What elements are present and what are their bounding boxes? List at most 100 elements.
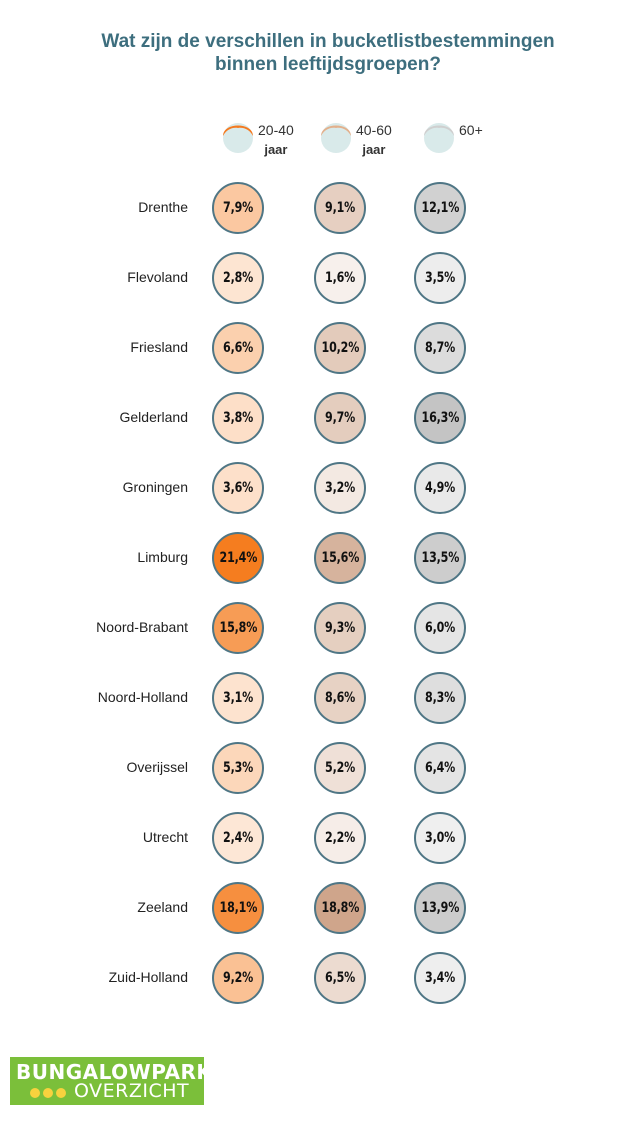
legend-label-line-1: 40-60 <box>356 122 392 138</box>
value-bubble: 3,6% <box>212 462 264 514</box>
row-label: Drenthe <box>138 199 188 215</box>
value-label: 3,0% <box>424 830 456 846</box>
value-bubble: 2,8% <box>212 252 264 304</box>
row-label: Groningen <box>122 479 188 495</box>
value-label: 5,3% <box>222 760 254 776</box>
row-label: Overijssel <box>126 759 188 775</box>
value-label: 3,1% <box>222 690 254 706</box>
value-label: 6,5% <box>324 970 356 986</box>
value-bubble: 6,5% <box>314 952 366 1004</box>
value-bubble: 8,7% <box>414 322 466 374</box>
value-bubble: 3,1% <box>212 672 264 724</box>
legend-label-line-1: 60+ <box>459 122 483 138</box>
value-bubble: 13,9% <box>414 882 466 934</box>
value-label: 9,3% <box>324 620 356 636</box>
value-bubble: 2,2% <box>314 812 366 864</box>
value-bubble: 6,4% <box>414 742 466 794</box>
value-bubble: 2,4% <box>212 812 264 864</box>
logo-dot <box>43 1088 53 1098</box>
row-label: Limburg <box>137 549 188 565</box>
value-bubble: 7,9% <box>212 182 264 234</box>
legend-label-line-2: jaar <box>264 142 288 157</box>
value-bubble: 1,6% <box>314 252 366 304</box>
value-bubble: 8,6% <box>314 672 366 724</box>
legend-label: 20-40 jaar <box>258 120 294 160</box>
value-label: 6,4% <box>424 760 456 776</box>
value-label: 2,8% <box>222 270 254 286</box>
row-label: Zuid-Holland <box>108 969 188 985</box>
row-label: Zeeland <box>137 899 188 915</box>
value-label: 3,2% <box>324 480 356 496</box>
value-bubble: 5,3% <box>212 742 264 794</box>
bungalowpark-logo: BUNGALOWPARK OVERZICHT <box>10 1057 212 1105</box>
value-bubble: 8,3% <box>414 672 466 724</box>
value-label: 4,9% <box>424 480 456 496</box>
value-label: 3,6% <box>222 480 254 496</box>
value-bubble: 9,7% <box>314 392 366 444</box>
value-label: 2,2% <box>324 830 356 846</box>
value-label: 15,8% <box>219 620 257 636</box>
person-icon <box>321 123 351 153</box>
person-icon <box>223 123 253 153</box>
value-label: 13,5% <box>421 550 459 566</box>
legend-label: 60+ <box>459 120 483 140</box>
value-label: 3,5% <box>424 270 456 286</box>
person-icon <box>424 123 454 153</box>
value-label: 9,7% <box>324 410 356 426</box>
value-bubble: 15,6% <box>314 532 366 584</box>
row-label: Flevoland <box>127 269 188 285</box>
value-bubble: 9,3% <box>314 602 366 654</box>
value-label: 6,6% <box>222 340 254 356</box>
value-bubble: 9,1% <box>314 182 366 234</box>
value-label: 8,7% <box>424 340 456 356</box>
value-label: 15,6% <box>321 550 359 566</box>
value-label: 18,1% <box>219 900 257 916</box>
value-bubble: 21,4% <box>212 532 264 584</box>
row-label: Noord-Holland <box>97 689 188 705</box>
value-bubble: 18,1% <box>212 882 264 934</box>
legend-label-line-1: 20-40 <box>258 122 294 138</box>
logo-text-top: BUNGALOWPARK <box>16 1060 213 1084</box>
value-label: 5,2% <box>324 760 356 776</box>
value-label: 13,9% <box>421 900 459 916</box>
value-bubble: 10,2% <box>314 322 366 374</box>
value-bubble: 18,8% <box>314 882 366 934</box>
value-bubble: 3,5% <box>414 252 466 304</box>
value-label: 8,6% <box>324 690 356 706</box>
chart-title: Wat zijn de verschillen in bucketlistbes… <box>0 30 630 76</box>
value-label: 3,4% <box>424 970 456 986</box>
value-bubble: 3,0% <box>414 812 466 864</box>
value-label: 21,4% <box>219 550 257 566</box>
logo-dot <box>56 1088 66 1098</box>
value-label: 10,2% <box>321 340 359 356</box>
logo-dots <box>30 1085 69 1103</box>
value-label: 8,3% <box>424 690 456 706</box>
value-bubble: 3,4% <box>414 952 466 1004</box>
value-label: 9,1% <box>324 200 356 216</box>
value-bubble: 5,2% <box>314 742 366 794</box>
value-bubble: 4,9% <box>414 462 466 514</box>
row-label: Noord-Brabant <box>96 619 188 635</box>
logo-text-bottom: OVERZICHT <box>74 1080 190 1102</box>
value-bubble: 16,3% <box>414 392 466 444</box>
value-label: 2,4% <box>222 830 254 846</box>
value-label: 6,0% <box>424 620 456 636</box>
row-label: Friesland <box>130 339 188 355</box>
value-bubble: 13,5% <box>414 532 466 584</box>
value-bubble: 3,8% <box>212 392 264 444</box>
value-label: 16,3% <box>421 410 459 426</box>
legend-label: 40-60 jaar <box>356 120 392 160</box>
value-label: 9,2% <box>222 970 254 986</box>
row-label: Gelderland <box>119 409 189 425</box>
value-label: 3,8% <box>222 410 254 426</box>
value-bubble: 9,2% <box>212 952 264 1004</box>
value-bubble: 15,8% <box>212 602 264 654</box>
row-label: Utrecht <box>142 829 188 845</box>
value-bubble: 6,0% <box>414 602 466 654</box>
value-bubble: 12,1% <box>414 182 466 234</box>
logo-dot <box>30 1088 40 1098</box>
value-label: 7,9% <box>222 200 254 216</box>
title-line-1: Wat zijn de verschillen in bucketlistbes… <box>101 31 555 52</box>
title-line-2: binnen leeftijdsgroepen? <box>215 54 441 75</box>
value-bubble: 3,2% <box>314 462 366 514</box>
